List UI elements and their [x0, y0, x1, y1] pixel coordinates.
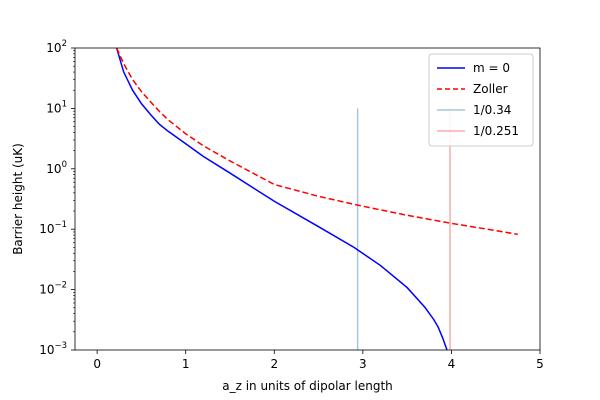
y-tick-label: 102: [46, 39, 67, 55]
y-tick-label: 10−3: [39, 341, 67, 357]
x-tick-label: 4: [448, 357, 456, 371]
y-axis-label: Barrier height (uK): [11, 143, 25, 255]
legend-label: 1/0.251: [473, 124, 519, 138]
y-tick-label: 10−2: [39, 281, 67, 297]
x-tick-label: 2: [270, 357, 278, 371]
plot-frame: [74, 47, 541, 351]
series-line-zoller: [115, 48, 518, 236]
x-tick-label: 3: [359, 357, 367, 371]
legend-box: [428, 53, 534, 147]
x-tick-label: 0: [93, 357, 101, 371]
series-line-m0: [115, 48, 448, 350]
x-axis-label: a_z in units of dipolar length: [222, 379, 393, 393]
y-tick-label: 100: [46, 160, 67, 176]
legend-label: m = 0: [473, 61, 510, 75]
axes: 0 1 2 3 4 5 10−3 10−2 10−1 100 101 102: [39, 39, 544, 371]
legend-label: Zoller: [473, 82, 508, 96]
x-tick-label: 5: [536, 357, 544, 371]
legend: m = 0 Zoller 1/0.34 1/0.251: [428, 53, 534, 147]
x-tick-label: 1: [182, 357, 190, 371]
y-tick-label: 10−1: [39, 220, 67, 236]
y-tick-label: 101: [46, 99, 67, 115]
legend-label: 1/0.34: [473, 103, 511, 117]
plot-area: [115, 48, 518, 350]
